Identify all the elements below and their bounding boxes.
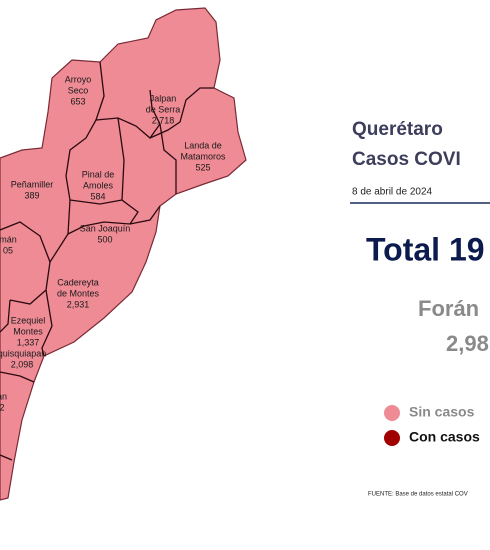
legend-label: Con casos [409, 429, 480, 445]
region-cases: 584 [90, 191, 105, 201]
region-name: an [0, 391, 7, 401]
region-cases: 653 [70, 96, 85, 106]
region-name: Landa de [184, 140, 222, 150]
date: 8 de abril de 2024 [352, 187, 433, 198]
region-cases: 2,931 [67, 299, 90, 309]
region-name: mán [0, 234, 17, 244]
state-map [0, 7, 247, 501]
legend-swatch [384, 430, 400, 446]
region-cases: 05 [3, 245, 13, 255]
region-name: de Serra [146, 104, 181, 114]
foraneos-label: Forán [418, 296, 479, 321]
legend-swatch [384, 405, 400, 421]
region-name: Amoles [83, 180, 114, 190]
region-name: Pinal de [82, 169, 115, 179]
region-cases: 500 [97, 234, 112, 244]
region-name: Cadereyta [57, 277, 99, 287]
region-name: de Montes [57, 288, 100, 298]
source: FUENTE: Base de datos estatal COV [368, 492, 468, 498]
title-line-1: Querétaro [352, 119, 443, 140]
region-cases: 389 [24, 190, 39, 200]
region-cases: 525 [195, 162, 210, 172]
region-name: Ezequiel [11, 315, 46, 325]
municipal-borders [0, 61, 214, 461]
region-name: Matamoros [180, 151, 226, 161]
foraneos-value: 2,98 [446, 331, 489, 356]
region-cases: 2,098 [11, 359, 34, 369]
region-name: Arroyo [65, 74, 92, 84]
legend-label: Sin casos [409, 404, 475, 420]
region-cases: 2 [0, 402, 5, 412]
region-name: Montes [13, 326, 43, 336]
total: Total 19 [366, 231, 485, 267]
region-name: quisquiapan [0, 348, 46, 358]
title-line-2: Casos COVI [352, 149, 461, 170]
region-cases: 2,718 [152, 115, 175, 125]
region-name: Seco [68, 85, 89, 95]
region-cases: 1,337 [17, 337, 40, 347]
region-name: Jalpan [150, 93, 177, 103]
region-name: Peñamiller [11, 179, 54, 189]
region-name: San Joaquín [80, 223, 131, 233]
